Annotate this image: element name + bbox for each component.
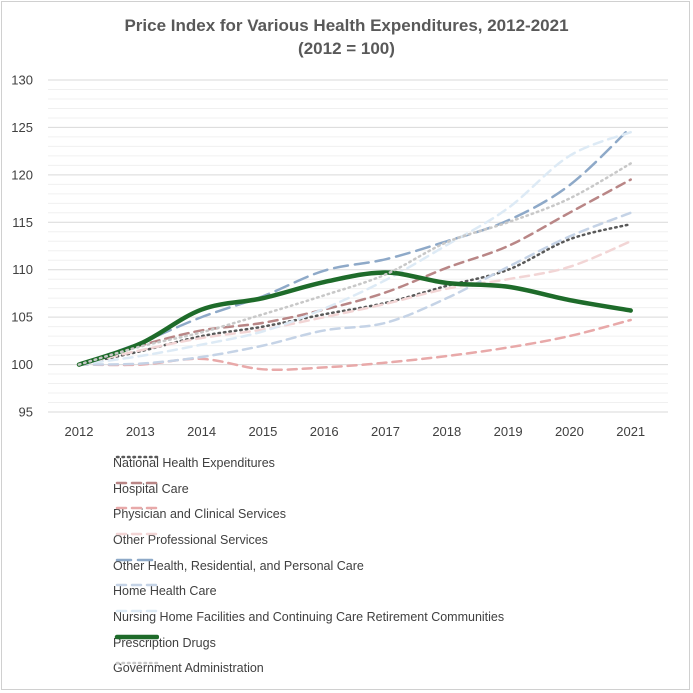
x-tick-label: 2018 [432,424,461,439]
legend-item-physician-and-clinical-services: Physician and Clinical Services [113,501,504,527]
series-line-hospital-care [77,178,632,366]
legend-item-nursing-home-facilities-and-continuing-care-retirement-communities: Nursing Home Facilities and Continuing C… [113,604,504,630]
y-axis: 95 100 105 110 115 120 125 130 [11,73,33,420]
legend-item-government-administration: Government Administration [113,656,504,682]
legend-label: Government Administration [113,661,264,676]
series-lines [76,126,633,372]
legend-label: Hospital Care [113,481,189,496]
legend-swatch [115,455,159,459]
legend-label: Other Health, Residential, and Personal … [113,558,364,573]
x-tick-label: 2020 [555,424,584,439]
legend-swatch [115,609,159,613]
legend-swatch [115,532,159,536]
y-tick-label: 115 [12,215,33,230]
legend-swatch [115,507,159,510]
legend-item-other-professional-services: Other Professional Services [113,527,504,553]
chart-title: Price Index for Various Health Expenditu… [124,16,569,35]
legend-label: Nursing Home Facilities and Continuing C… [113,609,505,624]
legend-item-home-health-care: Home Health Care [113,578,504,604]
x-tick-label: 2021 [616,424,645,439]
series-line-other-health-residential-and-personal-care [77,126,632,366]
x-axis: 2012 2013 2014 2015 2016 2017 2018 2019 2020 2021 [65,424,646,439]
x-tick-label: 2016 [310,424,339,439]
y-tick-label: 130 [11,73,33,88]
chart-subtitle: (2012 = 100) [298,39,395,58]
legend-label: Home Health Care [113,584,217,599]
legend-label: Prescription Drugs [113,635,216,650]
x-tick-label: 2015 [248,424,277,439]
legend-swatch [115,584,159,587]
series-line-nursing-home-facilities-and-continuing-care-retirement-communities [77,130,632,366]
x-tick-label: 2014 [187,424,216,439]
y-tick-label: 95 [19,405,33,420]
series-line-government-administration [77,162,632,366]
legend-swatch [115,558,159,561]
x-tick-label: 2019 [494,424,523,439]
legend: National Health Expenditures Hospital Car… [113,450,504,681]
x-tick-label: 2017 [371,424,400,439]
y-tick-label: 125 [11,120,33,135]
chart-title-block: Price Index for Various Health Expenditu… [0,14,693,60]
legend-label: Physician and Clinical Services [113,507,286,522]
series-line-home-health-care [77,211,632,366]
y-tick-label: 105 [11,310,33,325]
y-tick-label: 120 [11,167,33,182]
series-line-prescription-drugs [76,270,633,367]
legend-swatch [115,661,159,664]
y-tick-label: 110 [12,262,33,277]
legend-swatch [115,481,159,484]
legend-label: Other Professional Services [113,532,268,547]
legend-swatch [114,634,159,640]
x-tick-label: 2013 [126,424,155,439]
legend-item-other-health-residential-and-personal-care: Other Health, Residential, and Personal … [113,553,504,579]
x-tick-label: 2012 [65,424,94,439]
gridlines [48,79,668,413]
legend-item-hospital-care: Hospital Care [113,476,504,502]
series-line-other-professional-services [77,240,632,366]
legend-item-prescription-drugs: Prescription Drugs [113,630,504,656]
y-tick-label: 100 [11,357,33,372]
legend-item-national-health-expenditures: National Health Expenditures [113,450,504,476]
legend-label: National Health Expenditures [113,455,275,470]
